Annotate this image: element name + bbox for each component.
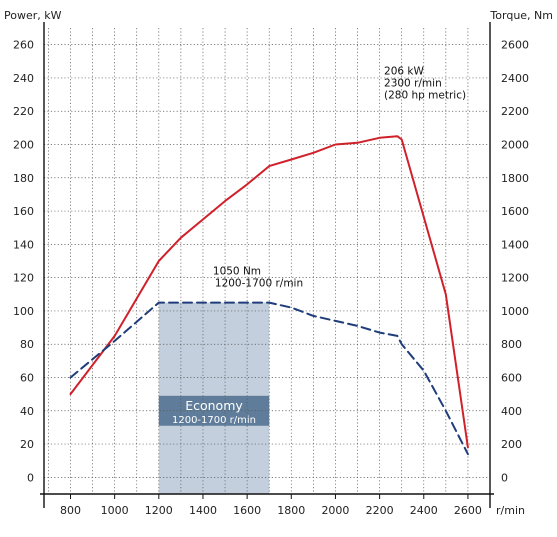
y-left-tick-label: 180 — [13, 172, 34, 185]
x-tick-label: 1200 — [145, 504, 173, 517]
x-tick-label: 2400 — [410, 504, 438, 517]
y-right-tick-label: 2600 — [501, 39, 529, 52]
y-right-tick-label: 400 — [501, 405, 522, 418]
y-right-tick-label: 600 — [501, 372, 522, 385]
y-right-tick-label: 1000 — [501, 305, 529, 318]
x-tick-label: 2000 — [321, 504, 349, 517]
annotation-1-line: (280 hp metric) — [384, 90, 466, 102]
text-layer: 800 1000 1200 1400 1600 1800 2000 2200 2400 26000… — [4, 9, 553, 517]
y-left-tick-label: 220 — [13, 105, 34, 118]
annotation-1-line: 2300 r/min — [384, 78, 442, 90]
axis-layer — [40, 22, 494, 508]
y-right-tick-label: 2400 — [501, 72, 529, 85]
y-left-tick-label: 40 — [20, 405, 34, 418]
annotation-2-line: 1050 Nm — [213, 265, 261, 277]
y-right-tick-label: 1800 — [501, 172, 529, 185]
y-left-tick-label: 20 — [20, 438, 34, 451]
x-axis-title: r/min — [496, 504, 525, 517]
y-left-tick-label: 0 — [27, 471, 34, 484]
annotation-1-line: 206 kW — [384, 66, 424, 78]
y-right-axis-title: Torque, Nm — [489, 9, 553, 22]
economy-label: Economy — [185, 398, 243, 413]
x-tick-label: 2200 — [366, 504, 394, 517]
y-left-tick-label: 140 — [13, 238, 34, 251]
economy-range-label: 1200-1700 r/min — [172, 415, 256, 426]
y-left-tick-label: 260 — [13, 39, 34, 52]
y-right-tick-label: 1600 — [501, 205, 529, 218]
y-right-tick-label: 1400 — [501, 238, 529, 251]
y-left-tick-label: 100 — [13, 305, 34, 318]
y-left-tick-label: 200 — [13, 139, 34, 152]
series-layer — [69, 135, 469, 456]
y-left-tick-label: 160 — [13, 205, 34, 218]
y-right-tick-label: 200 — [501, 438, 522, 451]
y-left-tick-label: 80 — [20, 338, 34, 351]
annotation-2-line: 1200-1700 r/min — [215, 277, 303, 289]
y-right-tick-label: 2200 — [501, 105, 529, 118]
x-tick-label: 1000 — [101, 504, 129, 517]
x-tick-label: 800 — [60, 504, 81, 517]
x-tick-label: 1400 — [189, 504, 217, 517]
y-left-tick-label: 120 — [13, 272, 34, 285]
y-right-tick-label: 1200 — [501, 272, 529, 285]
x-tick-label: 2600 — [454, 504, 482, 517]
y-left-axis-title: Power, kW — [4, 9, 62, 22]
x-tick-label: 1800 — [277, 504, 305, 517]
y-right-tick-label: 800 — [501, 338, 522, 351]
y-right-tick-label: 2000 — [501, 139, 529, 152]
y-left-tick-label: 60 — [20, 372, 34, 385]
x-tick-label: 1600 — [233, 504, 261, 517]
y-right-tick-label: 0 — [501, 471, 508, 484]
series-line-torque — [69, 301, 469, 456]
y-left-tick-label: 240 — [13, 72, 34, 85]
series-line-power — [69, 135, 469, 449]
